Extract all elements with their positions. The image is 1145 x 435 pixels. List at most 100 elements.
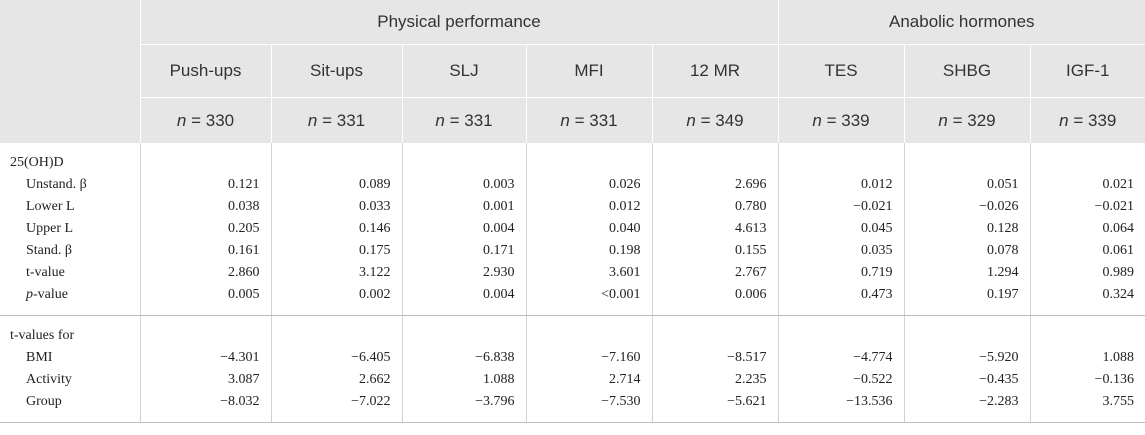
table-cell: 1.294 xyxy=(903,262,1031,284)
table-cell: 3.601 xyxy=(525,262,652,284)
section-title: 25(OH)D xyxy=(10,155,64,170)
sample-size: n = 331 xyxy=(401,97,526,143)
sample-size-symbol: n xyxy=(812,110,822,130)
results-table: Physical performance Anabolic hormones P… xyxy=(0,0,1145,423)
table-cell: −13.536 xyxy=(777,391,905,413)
table-cell: 0.005 xyxy=(139,284,271,306)
column-header: SLJ xyxy=(401,44,526,98)
table-cell: 0.021 xyxy=(1029,174,1145,196)
table-cell: 3.755 xyxy=(1029,391,1145,413)
section-title-row: 25(OH)D xyxy=(0,152,1145,174)
table-row: p-value 0.005 0.002 0.004 <0.001 0.006 0… xyxy=(0,284,1145,306)
sample-size: n = 329 xyxy=(903,97,1031,143)
sample-size-symbol: n xyxy=(1059,110,1069,130)
table-row: Unstand. β 0.121 0.089 0.003 0.026 2.696… xyxy=(0,174,1145,196)
table-row: Upper L 0.205 0.146 0.004 0.040 4.613 0.… xyxy=(0,218,1145,240)
table-cell: 0.780 xyxy=(651,196,779,218)
table-row: BMI −4.301 −6.405 −6.838 −7.160 −8.517 −… xyxy=(0,347,1145,369)
table-cell: −5.621 xyxy=(651,391,779,413)
table-cell: 0.175 xyxy=(270,240,402,262)
table-cell: 0.128 xyxy=(903,218,1031,240)
table-cell: 0.012 xyxy=(525,196,652,218)
table-cell: 0.002 xyxy=(270,284,402,306)
table-row: Stand. β 0.161 0.175 0.171 0.198 0.155 0… xyxy=(0,240,1145,262)
table-cell: <0.001 xyxy=(525,284,652,306)
table-cell: 4.613 xyxy=(651,218,779,240)
table-cell: −0.435 xyxy=(903,369,1031,391)
table-cell: −0.026 xyxy=(903,196,1031,218)
section-title: t-values for xyxy=(10,328,75,343)
table-cell: 0.035 xyxy=(777,240,905,262)
table-body: 25(OH)D Unstand. β 0.121 0.089 0.003 0.0… xyxy=(0,143,1145,423)
column-header: SHBG xyxy=(903,44,1031,98)
table-cell: −7.022 xyxy=(270,391,402,413)
table-cell: −6.405 xyxy=(270,347,402,369)
table-header: Physical performance Anabolic hormones P… xyxy=(0,0,1145,143)
table-cell: 0.197 xyxy=(903,284,1031,306)
sample-size-symbol: n xyxy=(435,110,445,130)
table-cell: −0.522 xyxy=(777,369,905,391)
sample-size: n = 330 xyxy=(139,97,271,143)
table-cell: 0.033 xyxy=(270,196,402,218)
column-header: Sit-ups xyxy=(270,44,402,98)
row-label: Lower L xyxy=(26,199,75,214)
table-row: t-value 2.860 3.122 2.930 3.601 2.767 0.… xyxy=(0,262,1145,284)
table-cell: 0.004 xyxy=(401,218,526,240)
table-cell: 0.146 xyxy=(270,218,402,240)
table-cell: 0.078 xyxy=(903,240,1031,262)
table-cell: 0.006 xyxy=(651,284,779,306)
row-label: p-value xyxy=(26,287,68,302)
column-header: 12 MR xyxy=(651,44,779,98)
group-header-physical: Physical performance xyxy=(139,0,779,45)
table-cell: −0.021 xyxy=(1029,196,1145,218)
table-cell: 0.089 xyxy=(270,174,402,196)
table-cell: −5.920 xyxy=(903,347,1031,369)
table-cell: 0.012 xyxy=(777,174,905,196)
table-cell: 0.038 xyxy=(139,196,271,218)
table-cell: 2.930 xyxy=(401,262,526,284)
table-cell: 2.714 xyxy=(525,369,652,391)
table-cell: 0.205 xyxy=(139,218,271,240)
table-cell: 2.235 xyxy=(651,369,779,391)
table-cell: 1.088 xyxy=(401,369,526,391)
table-cell: −4.774 xyxy=(777,347,905,369)
table-row: Group −8.032 −7.022 −3.796 −7.530 −5.621… xyxy=(0,391,1145,413)
column-header: TES xyxy=(777,44,905,98)
table-cell: 0.121 xyxy=(139,174,271,196)
row-label: Group xyxy=(26,394,62,409)
table-cell: 0.040 xyxy=(525,218,652,240)
table-cell: 2.767 xyxy=(651,262,779,284)
table-cell: 0.161 xyxy=(139,240,271,262)
table-cell: 0.061 xyxy=(1029,240,1145,262)
corner-cell xyxy=(0,0,140,143)
table-cell: 0.155 xyxy=(651,240,779,262)
table-cell: 0.001 xyxy=(401,196,526,218)
table-cell: 0.198 xyxy=(525,240,652,262)
table-cell: 0.003 xyxy=(401,174,526,196)
table-cell: 2.662 xyxy=(270,369,402,391)
column-header: Push-ups xyxy=(139,44,271,98)
table-row: Activity 3.087 2.662 1.088 2.714 2.235 −… xyxy=(0,369,1145,391)
table-cell: −2.283 xyxy=(903,391,1031,413)
sample-size-symbol: n xyxy=(307,110,318,130)
sample-size: n = 331 xyxy=(525,97,652,143)
table-cell: 0.051 xyxy=(903,174,1031,196)
table-cell: −0.136 xyxy=(1029,369,1145,391)
row-label: t-value xyxy=(26,265,65,280)
table-cell: −8.032 xyxy=(139,391,271,413)
table-cell: −3.796 xyxy=(401,391,526,413)
table-cell: 0.989 xyxy=(1029,262,1145,284)
table-cell: −4.301 xyxy=(139,347,271,369)
sample-size-symbol: n xyxy=(938,110,948,130)
table-cell: 0.171 xyxy=(401,240,526,262)
table-cell: −8.517 xyxy=(651,347,779,369)
table-cell: 0.004 xyxy=(401,284,526,306)
column-header: IGF-1 xyxy=(1029,44,1145,98)
row-label: Stand. β xyxy=(26,243,73,258)
row-label: Upper L xyxy=(26,221,74,236)
table-cell: 0.473 xyxy=(777,284,905,306)
row-label: Activity xyxy=(26,372,72,387)
sample-size: n = 349 xyxy=(651,97,779,143)
table-cell: 1.088 xyxy=(1029,347,1145,369)
sample-size-symbol: n xyxy=(560,110,570,130)
